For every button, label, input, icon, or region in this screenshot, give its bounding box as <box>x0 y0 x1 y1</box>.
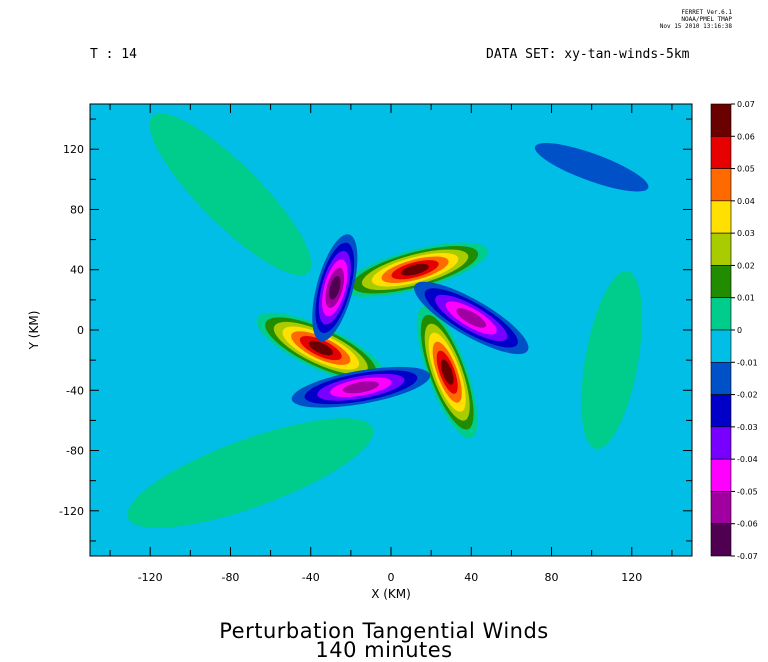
y-tick-label: 0 <box>77 324 84 337</box>
contour-band-level-0 <box>127 418 374 528</box>
x-tick-label: -80 <box>221 571 239 584</box>
stamp-line-3: Nov 15 2010 13:16:38 <box>659 23 732 30</box>
x-tick-label: 120 <box>621 571 642 584</box>
colorbar-label: 0.07 <box>737 100 755 109</box>
y-tick-label: -120 <box>59 505 84 518</box>
x-tick-label: -40 <box>302 571 320 584</box>
feature-1-positive-arm <box>342 242 489 297</box>
feature-0-positive-arm <box>256 312 386 384</box>
colorbar-swatch <box>710 265 732 299</box>
colorbar-swatch <box>710 168 732 202</box>
stamp-line-2: NOAA/PMEL TMAP <box>681 16 732 23</box>
colorbar-swatch <box>710 200 732 234</box>
feature-4-negative-arm <box>414 281 529 355</box>
contour-band-level-5 <box>329 276 341 300</box>
x-tick-label: 40 <box>464 571 478 584</box>
feature-8-outer-positive-band <box>127 418 374 528</box>
feature-2-positive-arm <box>416 305 478 439</box>
colorbar-label: 0 <box>737 326 742 335</box>
colorbar-label: 0.05 <box>737 165 755 174</box>
feature-3-negative-arm <box>312 234 358 342</box>
chart-title: Perturbation Tangential Winds <box>219 619 549 643</box>
colorbar-label: -0.06 <box>737 520 758 529</box>
time-label: T : 14 <box>90 47 137 62</box>
colorbar-swatch <box>710 426 732 460</box>
contour-band-level-6 <box>440 359 454 385</box>
colorbar-swatch <box>710 297 732 331</box>
feature-5-negative-arm <box>291 366 431 408</box>
feature-9-outer-positive-band <box>581 271 643 450</box>
chart-subtitle: 140 minutes <box>315 638 453 662</box>
contour-band-level-0 <box>534 143 649 192</box>
axes: -120 -80 -40 0 40 80 120 -120 -80 -40 0 40 80 120 <box>59 104 692 584</box>
colorbar-label: -0.03 <box>737 423 758 432</box>
y-tick-label: -40 <box>66 384 84 397</box>
x-tick-label: 0 <box>388 571 395 584</box>
x-tick-label: -120 <box>138 571 163 584</box>
x-tick-label: 80 <box>545 571 559 584</box>
y-tick-label: 120 <box>63 143 84 156</box>
contour-band-level-0 <box>581 271 643 450</box>
colorbar-swatch <box>710 135 732 169</box>
stamp-line-1: FERRET Ver.6.1 <box>681 9 732 16</box>
contour-band-level-4 <box>342 381 379 394</box>
colorbar-swatch <box>710 329 732 363</box>
colorbar-swatch <box>710 103 732 137</box>
y-tick-label: 40 <box>70 264 84 277</box>
y-tick-label: -80 <box>66 445 84 458</box>
feature-7-outer-positive-band <box>149 113 312 276</box>
colorbar-swatch <box>710 361 732 395</box>
colorbar-label: -0.07 <box>737 552 758 561</box>
colorbar-swatch <box>710 394 732 428</box>
contour-band-level-0 <box>149 113 312 276</box>
dataset-label: DATA SET: xy-tan-winds-5km <box>486 47 690 62</box>
colorbar-swatch <box>710 232 732 266</box>
feature-6-outer-negative-band <box>534 143 649 192</box>
colorbar-label: 0.03 <box>737 229 755 238</box>
colorbar-label: 0.04 <box>737 197 755 206</box>
contour-band-level-6 <box>401 263 429 276</box>
colorbar-swatch <box>710 523 732 557</box>
colorbar-swatch <box>710 458 732 492</box>
x-axis-label: X (KM) <box>371 587 411 601</box>
colorbar-label: 0.01 <box>737 294 755 303</box>
software-stamp: FERRET Ver.6.1 NOAA/PMEL TMAP Nov 15 201… <box>600 9 732 30</box>
contour-band-level-4 <box>456 308 487 328</box>
colorbar-label: -0.05 <box>737 487 758 496</box>
colorbar-label: -0.01 <box>737 358 758 367</box>
contour-band-level-6 <box>308 340 334 356</box>
colorbar-label: -0.04 <box>737 455 758 464</box>
colorbar-label: -0.02 <box>737 391 758 400</box>
colorbar-label: 0.06 <box>737 132 755 141</box>
colorbar-swatch <box>710 491 732 525</box>
y-tick-label: 80 <box>70 203 84 216</box>
y-axis-label: Y (KM) <box>27 311 41 351</box>
contour-field <box>90 104 692 556</box>
colorbar: 0.07 0.06 0.05 0.04 0.03 0.02 0.01 0 -0.01 -0.02 -… <box>710 100 758 561</box>
colorbar-label: 0.02 <box>737 261 755 270</box>
